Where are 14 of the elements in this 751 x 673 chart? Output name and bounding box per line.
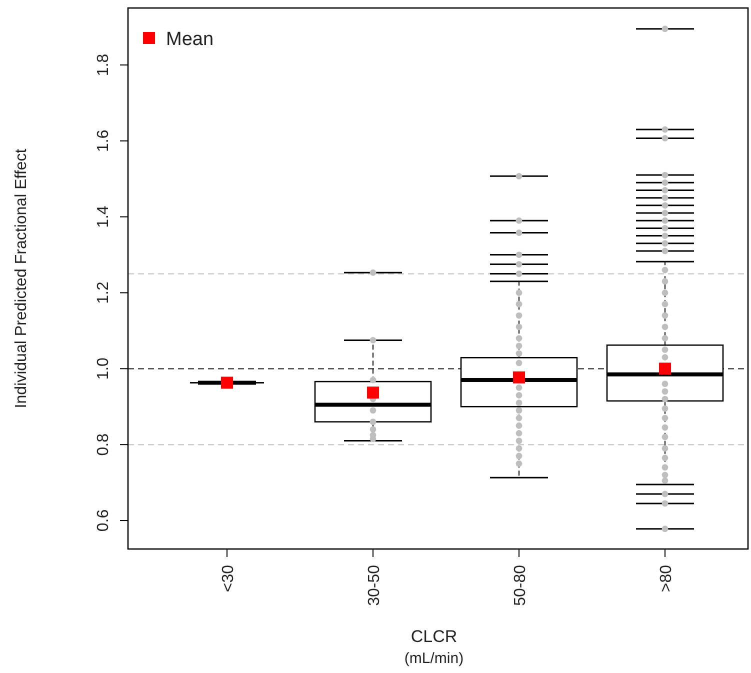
y-tick-label: 1.0 [95, 357, 112, 380]
x-tick-label: 30-50 [366, 564, 383, 606]
y-tick-label: 0.8 [95, 433, 112, 456]
y-axis-title: Individual Predicted Fractional Effect [13, 148, 30, 408]
y-tick-label: 1.2 [95, 282, 112, 304]
y-tick-label: 1.6 [95, 130, 112, 152]
x-tick-label: <30 [220, 564, 237, 592]
x-tick-label: >80 [658, 564, 675, 592]
y-tick-label: 1.8 [95, 54, 112, 76]
legend-label: Mean [166, 29, 214, 50]
y-tick-label: 1.4 [95, 206, 112, 228]
x-axis-title: CLCR (mL/min) [404, 627, 464, 667]
x-tick-label: 50-80 [512, 564, 529, 606]
y-tick-label: 0.6 [95, 509, 112, 532]
